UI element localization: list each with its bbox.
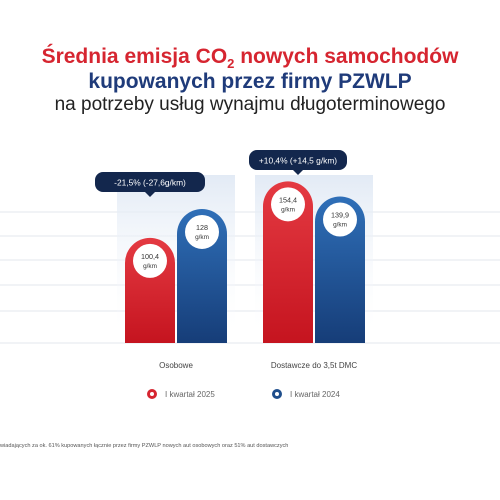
data-label: 128	[196, 223, 208, 232]
bar-q1-2025-dostawcze	[263, 181, 313, 343]
chart-description: na potrzeby usług wynajmu długoterminowe…	[54, 94, 446, 115]
callout-pointer	[145, 192, 155, 197]
value-badge	[133, 243, 167, 278]
data-label: 100,4	[141, 252, 159, 261]
value-badge	[323, 202, 357, 237]
change-label: +10,4% (+14,5 g/km)	[259, 156, 337, 166]
data-label: 139,9	[331, 211, 349, 220]
value-badge	[271, 187, 305, 222]
legend-item-2024: I kwartał 2024	[272, 389, 340, 399]
category-label: Osobowe	[159, 361, 193, 370]
data-label-unit: g/km	[143, 263, 157, 270]
data-label-unit: g/km	[195, 234, 209, 241]
data-label: 154,4	[279, 195, 297, 204]
change-label: -21,5% (-27,6g/km)	[114, 178, 186, 188]
legend-label: I kwartał 2024	[290, 389, 340, 399]
legend-label: I kwartał 2025	[165, 389, 215, 399]
legend-marker	[272, 389, 282, 399]
callout-pointer	[293, 170, 303, 175]
data-label-unit: g/km	[333, 222, 347, 229]
bar-q1-2024-dostawcze	[315, 196, 365, 343]
footnote: wiadających za ok. 61% kupowanych łączni…	[0, 443, 289, 449]
legend-marker	[147, 389, 157, 399]
change-callout	[249, 150, 347, 170]
chart-subtitle: kupowanych przez firmy PZWLP	[88, 70, 412, 93]
category-label: Dostawcze do 3,5t DMC	[271, 361, 357, 370]
value-badge	[185, 214, 219, 249]
chart-title: Średnia emisja CO2 nowych samochodów	[41, 45, 459, 72]
legend-item-2025: I kwartał 2025	[147, 389, 215, 399]
bar-chart: 100,4 g/km 128 g/km Osobowe 154,4 g/km 139,9 g/k…	[0, 150, 500, 370]
change-callout	[95, 172, 205, 192]
data-label-unit: g/km	[281, 206, 295, 213]
